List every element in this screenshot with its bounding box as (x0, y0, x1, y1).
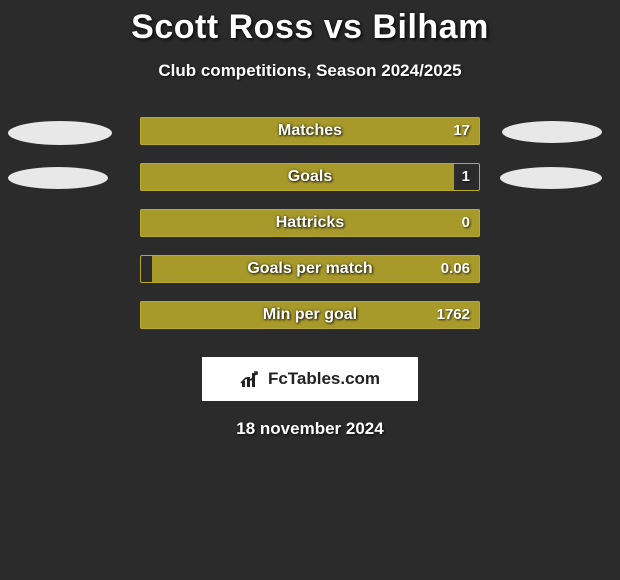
stat-row: Goals per match0.06 (0, 255, 620, 301)
stat-bar: Goals per match0.06 (140, 255, 480, 283)
comparison-infographic: Scott Ross vs Bilham Club competitions, … (0, 0, 620, 439)
stat-row: Hattricks0 (0, 209, 620, 255)
stat-label: Hattricks (140, 209, 480, 237)
stat-row: Matches17 (0, 117, 620, 163)
stat-rows: Matches17 Goals1 Hattricks0 Goals per match… (0, 117, 620, 347)
subtitle: Club competitions, Season 2024/2025 (0, 61, 620, 81)
stat-row: Min per goal1762 (0, 301, 620, 347)
stat-bar: Matches17 (140, 117, 480, 145)
player-right-ellipse (502, 121, 602, 143)
page-title: Scott Ross vs Bilham (0, 8, 620, 47)
stat-label: Min per goal (140, 301, 480, 329)
stat-value: 0 (462, 209, 470, 237)
stat-bar: Min per goal1762 (140, 301, 480, 329)
stat-bar: Goals1 (140, 163, 480, 191)
stat-bar: Hattricks0 (140, 209, 480, 237)
brand-text: FcTables.com (268, 369, 380, 389)
stat-label: Goals per match (140, 255, 480, 283)
stat-value: 1762 (437, 301, 470, 329)
stat-label: Goals (140, 163, 480, 191)
bar-chart-icon (240, 369, 262, 389)
stat-value: 1 (462, 163, 470, 191)
stat-row: Goals1 (0, 163, 620, 209)
player-right-ellipse (500, 167, 602, 189)
stat-value: 0.06 (441, 255, 470, 283)
date-text: 18 november 2024 (0, 419, 620, 439)
player-left-ellipse (8, 167, 108, 189)
player-left-ellipse (8, 121, 112, 145)
stat-value: 17 (453, 117, 470, 145)
stat-label: Matches (140, 117, 480, 145)
brand-badge: FcTables.com (202, 357, 418, 401)
